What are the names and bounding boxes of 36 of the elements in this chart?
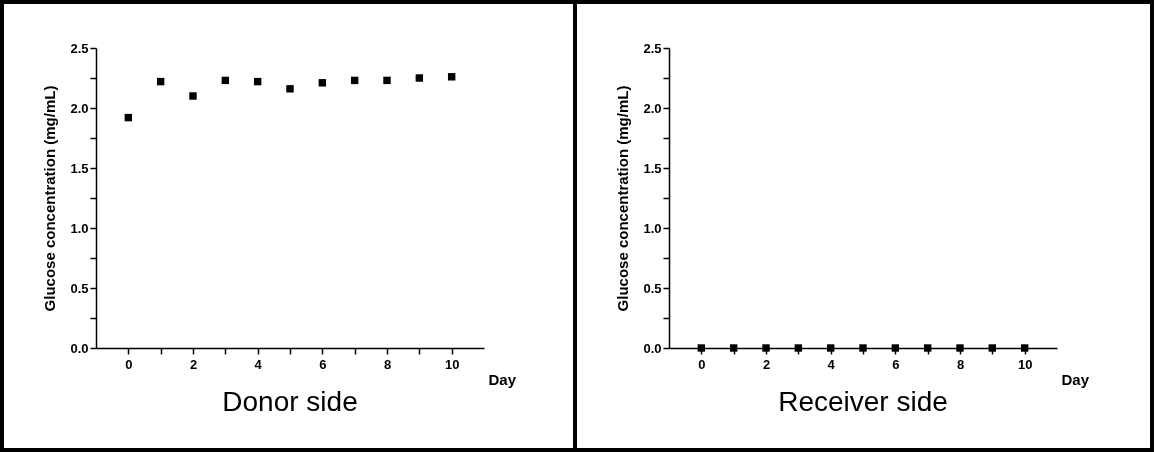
y-tick-label: 2.5	[643, 40, 662, 56]
x-tick-label: 2	[189, 356, 198, 372]
x-tick-label: 8	[956, 356, 965, 372]
y-tick-label: 0.5	[643, 280, 662, 296]
y-tick-label: 0.0	[70, 340, 89, 356]
y-tick-label: 2.0	[643, 100, 662, 116]
x-tick-label: 4	[827, 356, 836, 372]
x-tick-label: 10	[444, 356, 460, 372]
x-tick-label: 0	[125, 356, 133, 372]
y-axis-title: Glucose concentration (mg/mL)	[41, 85, 59, 312]
text: Donor side	[222, 386, 358, 417]
y-tick-label: 2.0	[70, 100, 89, 116]
x-tick-label: 10	[1017, 356, 1033, 372]
x-tick-label: 6	[892, 356, 900, 372]
y-tick-label: 0.5	[70, 280, 89, 296]
point	[189, 92, 197, 100]
y-axis-title: Glucose concentration (mg/mL)	[614, 85, 632, 312]
x-tick-label: 2	[762, 356, 771, 372]
text: Receiver side	[778, 386, 948, 417]
x-tick-label: 0	[698, 356, 706, 372]
x-tick-label: 8	[383, 356, 392, 372]
point	[447, 73, 456, 81]
x-axis-title: Day	[488, 370, 517, 388]
y-tick-label: 1.5	[643, 160, 662, 176]
y-tick-label: 1.0	[70, 220, 89, 236]
point	[286, 85, 294, 93]
y-tick-label: 0.0	[643, 340, 662, 356]
y-tick-label: 1.5	[70, 160, 89, 176]
x-tick-label: 4	[254, 356, 263, 372]
point	[415, 74, 424, 82]
y-tick-label: 1.0	[643, 220, 662, 236]
point	[318, 79, 327, 87]
x-axis-title: Day	[1061, 370, 1090, 388]
point	[383, 76, 391, 85]
y-tick-label: 2.5	[70, 40, 89, 56]
x-tick-label: 6	[319, 356, 327, 372]
